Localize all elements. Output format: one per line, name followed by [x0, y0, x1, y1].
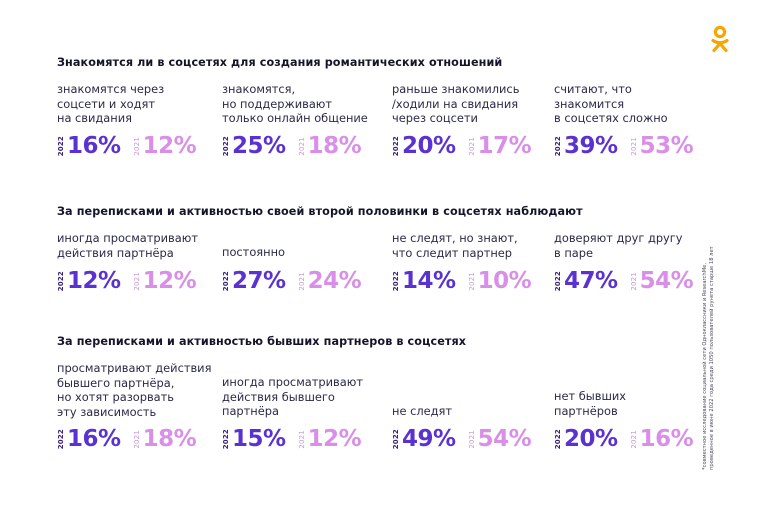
- year-label-2022: 2022: [392, 135, 400, 157]
- value-2022: 39%: [564, 133, 618, 159]
- value-2022: 16%: [67, 133, 121, 159]
- footnote: *совместное исследование социальной сети…: [702, 246, 715, 470]
- value-2021: 53%: [639, 133, 694, 159]
- section-romantic-dating: Знакомятся ли в соцсетях для создания ро…: [57, 56, 707, 159]
- year-label-2022: 2022: [554, 135, 562, 157]
- stat-label: знакомятся через соцсети и ходят на свид…: [57, 82, 165, 125]
- stat-label: иногда просматривают действия партнёра: [57, 231, 198, 260]
- year-label-2021: 2021: [132, 136, 141, 156]
- stat-label: иногда просматривают действия бывшего па…: [222, 375, 363, 418]
- year-label-2022: 2022: [57, 135, 65, 157]
- value-2022: 20%: [402, 133, 456, 159]
- value-2021: 12%: [142, 133, 197, 159]
- value-2022: 25%: [232, 133, 286, 159]
- year-label-2021: 2021: [297, 429, 306, 449]
- stat-label: не следят: [392, 404, 452, 418]
- year-label-2021: 2021: [629, 429, 638, 449]
- year-label-2021: 2021: [132, 429, 141, 449]
- year-label-2022: 2022: [222, 270, 230, 292]
- year-label-2022: 2022: [392, 270, 400, 292]
- year-label-2021: 2021: [132, 271, 141, 291]
- section-partner-monitoring: За переписками и активностью своей второ…: [57, 205, 707, 294]
- year-label-2022: 2022: [57, 428, 65, 450]
- stat-label: просматривают действия бывшего партнёра,…: [57, 361, 212, 419]
- year-label-2021: 2021: [467, 429, 476, 449]
- year-label-2021: 2021: [297, 271, 306, 291]
- value-2022: 16%: [67, 426, 121, 452]
- section-title: За переписками и активностью своей второ…: [57, 205, 583, 218]
- year-label-2021: 2021: [467, 271, 476, 291]
- value-2021: 17%: [477, 133, 532, 159]
- year-label-2021: 2021: [297, 136, 306, 156]
- value-2021: 18%: [142, 426, 197, 452]
- stat-label: доверяют друг другу в паре: [554, 231, 683, 260]
- year-label-2022: 2022: [554, 270, 562, 292]
- stat-label: не следят, но знают, что следит партнер: [392, 231, 518, 260]
- year-label-2021: 2021: [629, 271, 638, 291]
- value-2022: 27%: [232, 268, 286, 294]
- stat-label: нет бывших партнёров: [554, 389, 627, 418]
- section-ex-partner-monitoring: За переписками и активностью бывших парт…: [57, 335, 707, 452]
- stat-label: считают, что знакомится в соцсетях сложн…: [554, 82, 668, 125]
- value-2022: 47%: [564, 268, 618, 294]
- section-title: Знакомятся ли в соцсетях для создания ро…: [57, 56, 503, 69]
- value-2021: 16%: [639, 426, 694, 452]
- value-2021: 24%: [307, 268, 362, 294]
- year-label-2022: 2022: [222, 428, 230, 450]
- value-2021: 12%: [142, 268, 197, 294]
- value-2021: 18%: [307, 133, 362, 159]
- year-label-2022: 2022: [392, 428, 400, 450]
- year-label-2021: 2021: [467, 136, 476, 156]
- year-label-2022: 2022: [222, 135, 230, 157]
- year-label-2022: 2022: [57, 270, 65, 292]
- year-label-2021: 2021: [629, 136, 638, 156]
- value-2021: 10%: [477, 268, 532, 294]
- year-label-2022: 2022: [554, 428, 562, 450]
- value-2021: 12%: [307, 426, 362, 452]
- value-2022: 12%: [67, 268, 121, 294]
- value-2022: 49%: [402, 426, 456, 452]
- value-2022: 20%: [564, 426, 618, 452]
- value-2022: 14%: [402, 268, 456, 294]
- section-title: За переписками и активностью бывших парт…: [57, 335, 467, 348]
- value-2022: 15%: [232, 426, 286, 452]
- value-2021: 54%: [639, 268, 694, 294]
- odnoklassniki-logo-icon: [711, 25, 729, 53]
- stat-label: знакомятся, но поддерживают только онлай…: [222, 82, 368, 125]
- stat-label: постоянно: [222, 245, 285, 259]
- value-2021: 54%: [477, 426, 532, 452]
- stat-label: раньше знакомились /ходили на свидания ч…: [392, 82, 520, 125]
